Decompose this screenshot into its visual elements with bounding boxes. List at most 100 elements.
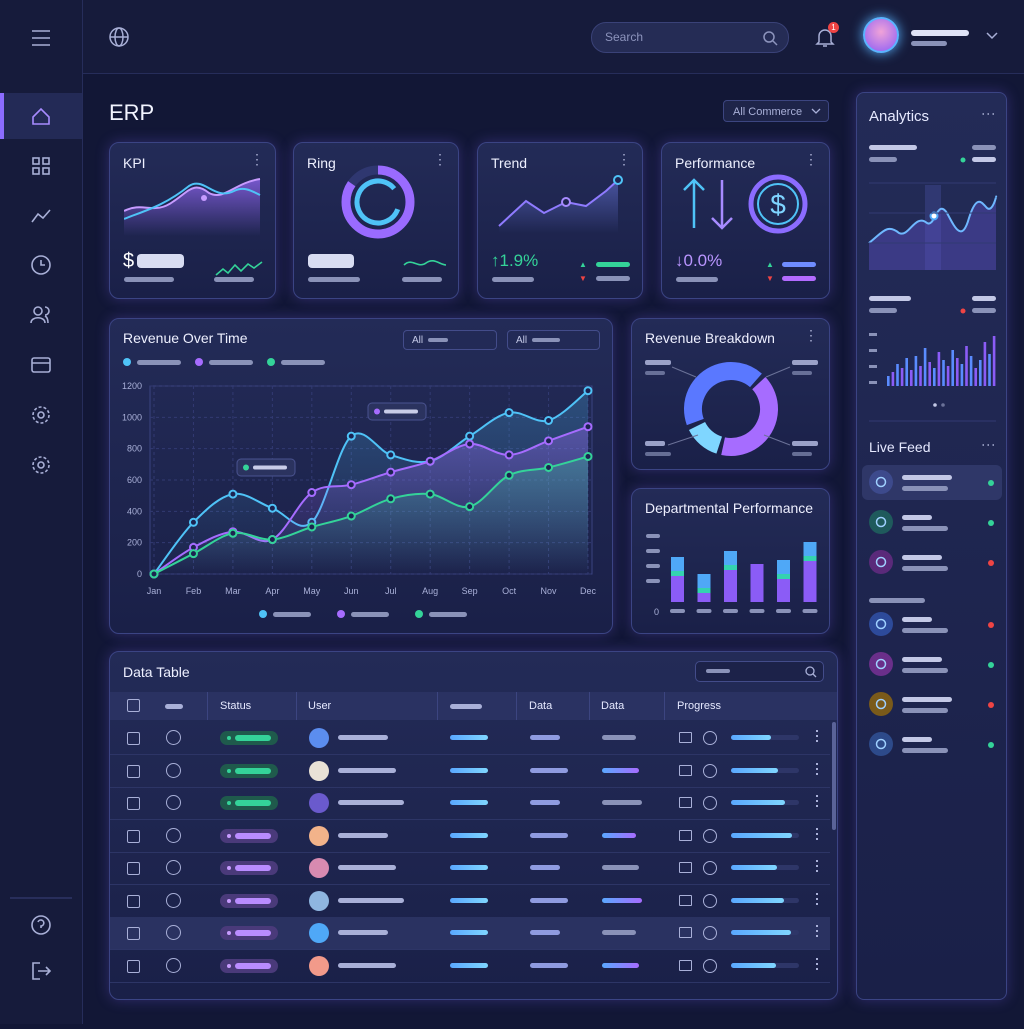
search-box[interactable]: Search	[591, 22, 789, 53]
mini-bar	[983, 342, 987, 386]
dollar-icon[interactable]	[703, 731, 717, 745]
data-placeholder	[530, 735, 560, 740]
checkbox[interactable]	[127, 797, 140, 810]
more-menu[interactable]: ⋮	[433, 151, 448, 167]
x-tick-label: Dec	[580, 586, 597, 596]
dollar-icon[interactable]	[703, 796, 717, 810]
data-placeholder	[450, 897, 488, 903]
dollar-icon[interactable]	[703, 926, 717, 940]
checkbox[interactable]	[127, 894, 140, 908]
menu-icon[interactable]	[32, 30, 50, 46]
checkbox[interactable]	[127, 732, 140, 745]
checkbox[interactable]	[127, 829, 140, 843]
home-icon[interactable]	[32, 107, 50, 125]
axis-tick	[869, 333, 877, 336]
card-icon[interactable]	[31, 357, 51, 373]
row-menu[interactable]	[816, 860, 818, 874]
table-row[interactable]	[110, 787, 830, 820]
dollar-icon[interactable]	[703, 861, 717, 875]
progress-fill	[731, 735, 771, 740]
progress-track	[731, 832, 799, 838]
data-point	[425, 489, 435, 499]
status-dot	[227, 833, 231, 838]
table-row[interactable]	[110, 950, 830, 983]
checkbox[interactable]	[127, 764, 140, 778]
filter-dropdown[interactable]: All Commerce	[723, 100, 829, 122]
grid-icon[interactable]	[32, 157, 50, 175]
dollar-icon[interactable]	[703, 763, 717, 778]
bar-placeholder	[596, 262, 630, 267]
row-menu[interactable]	[816, 827, 818, 842]
column-header[interactable]: Progress	[677, 700, 722, 712]
users-icon[interactable]	[30, 306, 50, 324]
action-icon[interactable]	[679, 959, 692, 971]
checkbox[interactable]	[127, 862, 140, 875]
status-dot	[227, 898, 231, 903]
table-search[interactable]	[695, 661, 824, 682]
mini-wave	[403, 259, 447, 266]
settings-icon[interactable]	[32, 406, 50, 424]
avatar[interactable]	[863, 17, 899, 53]
row-menu[interactable]	[816, 925, 818, 939]
globe-icon[interactable]	[107, 25, 131, 49]
y-tick-label: 1200	[122, 381, 142, 391]
action-icon[interactable]	[679, 894, 692, 906]
table-row[interactable]	[110, 885, 830, 918]
table-row[interactable]	[110, 917, 830, 950]
logout-icon[interactable]	[32, 962, 52, 980]
action-icon[interactable]	[679, 764, 692, 776]
column-header[interactable]: Data	[529, 700, 553, 712]
filter-dropdown[interactable]: All	[403, 330, 497, 350]
action-icon[interactable]	[679, 732, 692, 743]
row-menu[interactable]	[816, 730, 818, 744]
clock-icon[interactable]	[31, 255, 51, 275]
user-role	[911, 41, 947, 46]
more-menu[interactable]: ⋮	[804, 151, 819, 167]
bell-icon[interactable]	[815, 26, 835, 48]
column-header[interactable]: Status	[220, 700, 252, 712]
action-icon[interactable]	[679, 829, 692, 841]
checkbox[interactable]	[127, 699, 140, 712]
dollar-icon[interactable]	[703, 893, 717, 908]
settings-icon[interactable]	[32, 456, 50, 474]
checkbox[interactable]	[127, 927, 140, 940]
row-menu[interactable]	[816, 762, 818, 777]
data-placeholder	[450, 865, 488, 870]
data-point	[149, 569, 159, 579]
user-menu-chevron[interactable]	[986, 31, 998, 41]
check-icon	[166, 730, 181, 745]
dollar-icon[interactable]	[703, 958, 717, 973]
user-avatar	[309, 825, 329, 846]
filter-dropdown[interactable]: All	[507, 330, 600, 350]
checkbox[interactable]	[127, 959, 140, 973]
dollar-icon[interactable]	[703, 828, 717, 843]
action-icon[interactable]	[679, 862, 692, 873]
data-point	[386, 494, 396, 504]
card-title: Performance	[675, 155, 756, 171]
table-row[interactable]	[110, 852, 830, 885]
table-row[interactable]	[110, 820, 830, 853]
data-placeholder	[602, 962, 639, 968]
row-menu[interactable]	[816, 957, 818, 972]
axis-tick	[869, 349, 877, 352]
feed-icon	[875, 658, 887, 670]
column-header[interactable]: Data	[601, 700, 625, 712]
marker	[929, 211, 939, 221]
status-dot	[988, 622, 994, 628]
column-header[interactable]: User	[308, 700, 332, 712]
mini-bar	[979, 360, 982, 386]
user-avatar	[309, 890, 329, 911]
action-icon[interactable]	[679, 927, 692, 938]
action-icon[interactable]	[679, 797, 692, 808]
chart-icon[interactable]	[31, 209, 51, 223]
help-icon[interactable]	[31, 915, 51, 935]
table-row[interactable]	[110, 722, 830, 755]
label-placeholder	[676, 277, 718, 282]
table-row[interactable]	[110, 755, 830, 788]
more-menu[interactable]: ⋮	[250, 151, 265, 167]
row-menu[interactable]	[816, 795, 818, 809]
more-menu[interactable]: ⋮	[617, 151, 632, 167]
more-menu[interactable]: ⋮	[804, 327, 819, 343]
axis-placeholder	[646, 564, 660, 568]
row-menu[interactable]	[816, 892, 818, 907]
